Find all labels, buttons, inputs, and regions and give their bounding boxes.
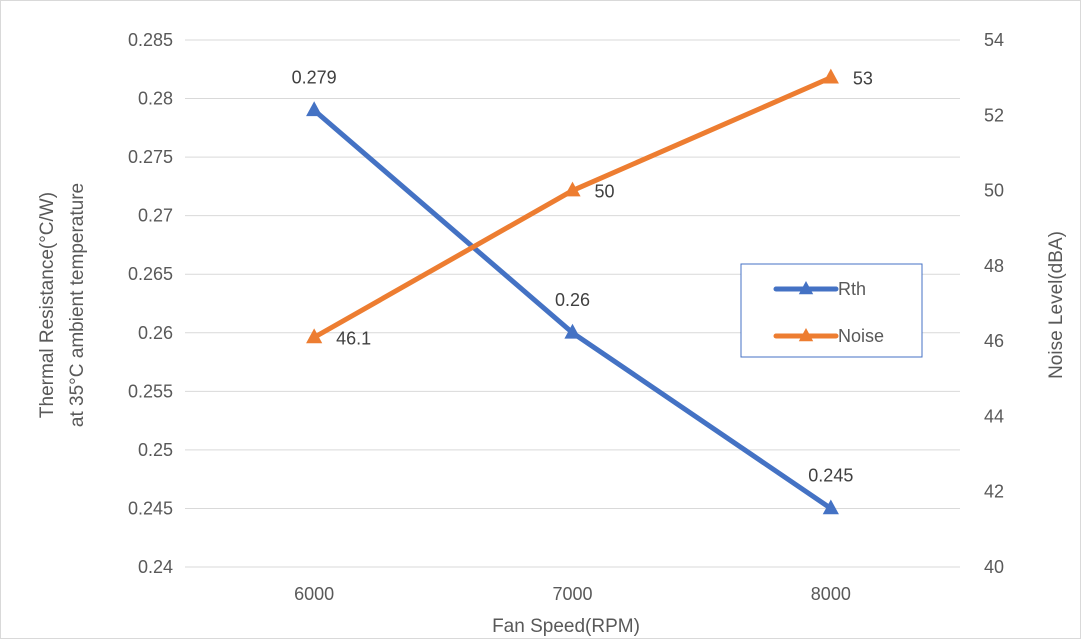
marker-noise-6000	[306, 328, 323, 344]
data-label-rth-8000: 0.245	[808, 465, 853, 485]
legend-label-noise: Noise	[838, 326, 884, 346]
right-tick-42: 42	[984, 482, 1004, 502]
legend: Rth Noise	[740, 263, 923, 358]
marker-rth-6000	[306, 101, 323, 117]
right-tick-48: 48	[984, 256, 1004, 276]
marker-noise-7000	[564, 181, 581, 197]
left-tick-0-26: 0.26	[138, 323, 173, 343]
left-tick-0-24: 0.24	[138, 557, 173, 577]
data-label-noise-7000: 50	[595, 182, 615, 202]
left-tick-0-28: 0.28	[138, 89, 173, 109]
x-axis-ticks: 6000 7000 8000	[294, 584, 851, 604]
x-tick-8000: 8000	[811, 584, 851, 604]
x-tick-6000: 6000	[294, 584, 334, 604]
right-tick-44: 44	[984, 406, 1004, 426]
series-layer	[306, 68, 839, 515]
y-axis-title: Thermal Resistance(°C/W) at 35°C ambient…	[37, 183, 88, 427]
marker-rth-7000	[564, 323, 581, 339]
left-tick-0-285: 0.285	[128, 30, 173, 50]
left-axis-ticks: 0.24 0.245 0.25 0.255 0.26 0.265 0.27 0.275 0.28…	[128, 30, 173, 577]
left-tick-0-275: 0.275	[128, 147, 173, 167]
left-tick-0-255: 0.255	[128, 381, 173, 401]
right-tick-50: 50	[984, 181, 1004, 201]
right-tick-40: 40	[984, 557, 1004, 577]
data-label-noise-8000: 53	[853, 69, 873, 89]
right-axis-ticks: 40 42 44 46 48 50 52 54	[984, 30, 1004, 577]
right-tick-54: 54	[984, 30, 1004, 50]
left-tick-0-265: 0.265	[128, 264, 173, 284]
legend-marker-noise	[798, 328, 814, 342]
data-label-noise-6000: 46.1	[336, 328, 371, 348]
left-tick-0-27: 0.27	[138, 206, 173, 226]
right-tick-46: 46	[984, 331, 1004, 351]
data-labels: 0.279 0.26 0.245 46.1 50 53	[292, 67, 873, 485]
left-tick-0-245: 0.245	[128, 498, 173, 518]
marker-rth-8000	[822, 499, 839, 515]
legend-label-rth: Rth	[838, 279, 866, 299]
y2-axis-title: Noise Level(dBA)	[1046, 231, 1067, 379]
right-tick-52: 52	[984, 105, 1004, 125]
legend-marker-rth	[798, 281, 814, 295]
left-tick-0-25: 0.25	[138, 440, 173, 460]
data-label-rth-7000: 0.26	[555, 290, 590, 310]
x-tick-7000: 7000	[552, 584, 592, 604]
y-axis-title-line-2: at 35°C ambient temperature	[67, 183, 88, 427]
data-label-rth-6000: 0.279	[292, 67, 337, 87]
y-axis-title-line-1: Thermal Resistance(°C/W)	[37, 192, 58, 418]
x-axis-title: Fan Speed(RPM)	[492, 616, 640, 637]
legend-items: Rth Noise	[773, 279, 884, 346]
marker-noise-8000	[822, 68, 839, 84]
legend-box	[740, 263, 923, 358]
